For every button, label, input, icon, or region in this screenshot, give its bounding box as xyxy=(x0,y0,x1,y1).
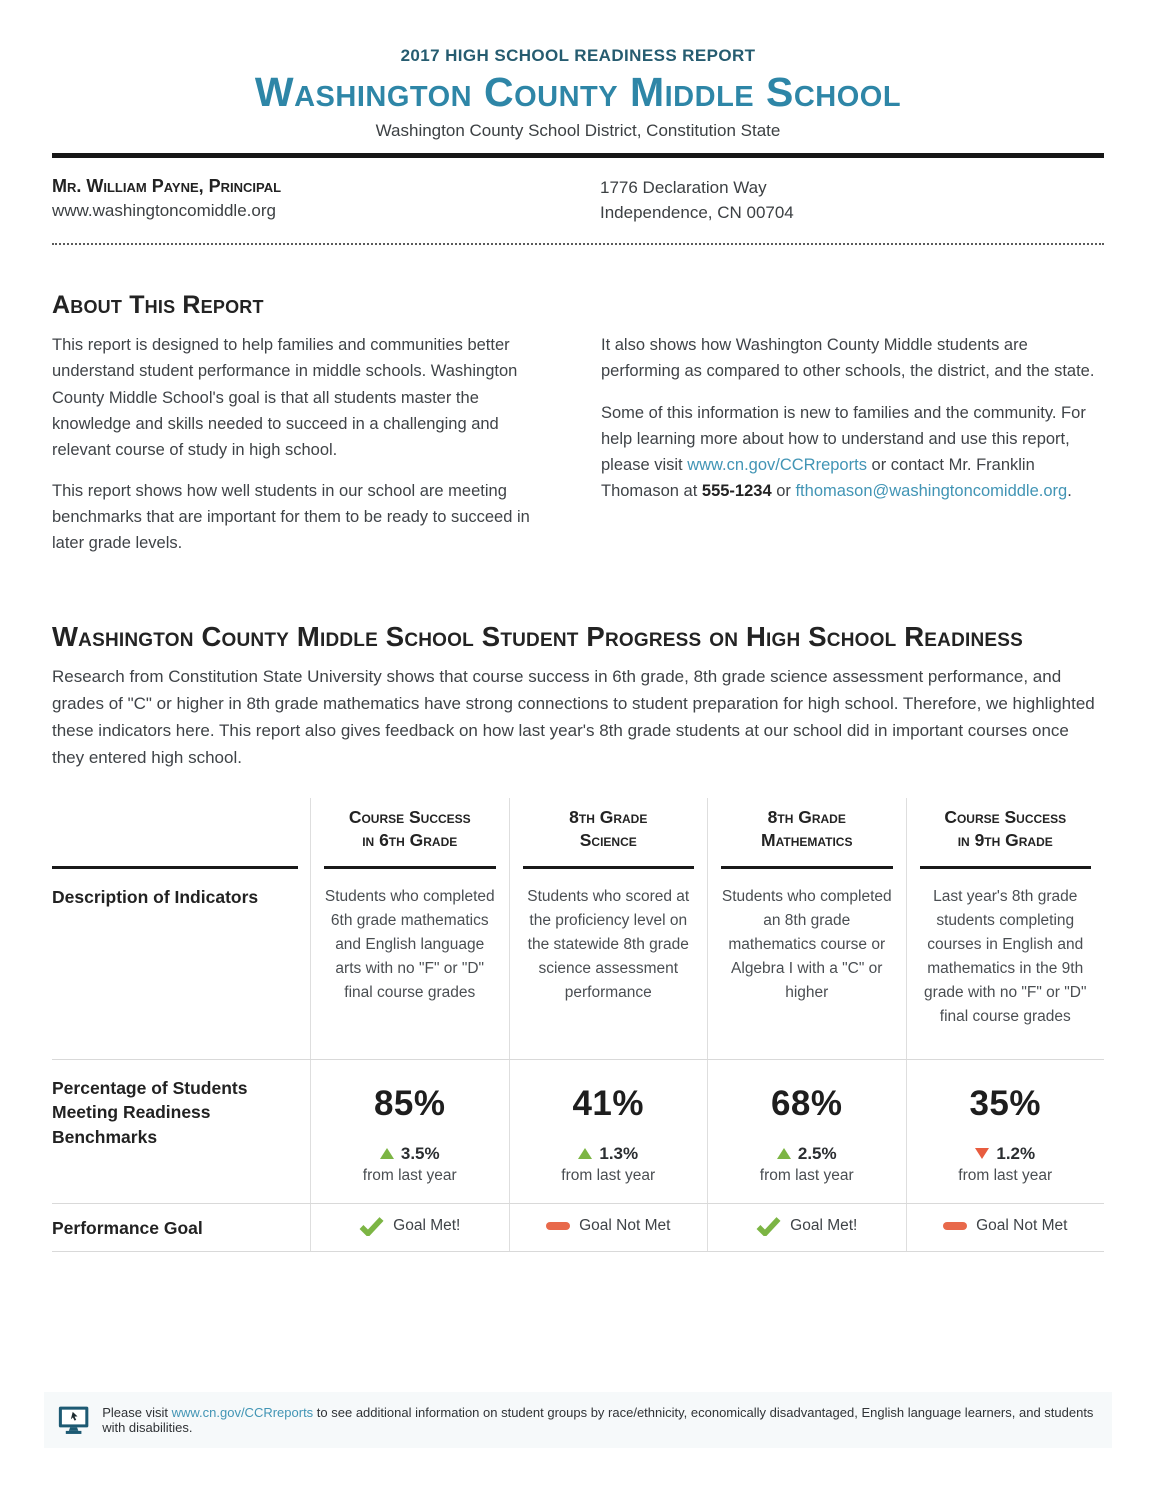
goal-not-met-dash-icon xyxy=(546,1222,571,1231)
benchmark-percentage-cell: 41% 1.3% from last year xyxy=(508,1059,708,1203)
about-text: or contact Mr. Franklin Thomason at xyxy=(601,455,1035,500)
about-paragraph: It also shows how Washington County Midd… xyxy=(601,336,1095,381)
change-note: from last year xyxy=(759,1166,854,1184)
progress-title: Washington County Middle School Student … xyxy=(52,620,1024,652)
benchmark-percentage-cell: 85% 3.5% from last year xyxy=(310,1059,509,1203)
header-spacer xyxy=(52,798,310,870)
about-section: About This Report This report is designe… xyxy=(52,291,1104,571)
column-header-8th-science: 8th Grade Science xyxy=(508,797,708,870)
trend-down-icon xyxy=(975,1147,990,1159)
progress-intro: Research from Constitution State Univers… xyxy=(52,666,1095,768)
benchmark-percentage: 41% xyxy=(572,1083,645,1123)
change-note: from last year xyxy=(362,1166,457,1184)
ccr-reports-link[interactable]: www.cn.gov/CCRreports xyxy=(687,455,867,474)
goal-status-cell: Goal Not Met xyxy=(508,1203,708,1251)
dotted-divider xyxy=(52,243,1104,246)
indicator-description: Students who completed 6th grade mathema… xyxy=(310,868,509,1059)
change-value: 1.3% xyxy=(599,1143,639,1163)
principal-name: Mr. William Payne, Principal xyxy=(52,176,282,197)
indicator-description: Students who completed an 8th grade math… xyxy=(707,868,906,1059)
trend-up-icon xyxy=(578,1147,593,1159)
trend-up-icon xyxy=(776,1147,791,1159)
change-value: 3.5% xyxy=(400,1143,440,1163)
change-note: from last year xyxy=(958,1166,1053,1184)
benchmark-percentage-cell: 35% 1.2% from last year xyxy=(905,1059,1105,1203)
change-note: from last year xyxy=(561,1166,656,1184)
table-header-row: Course Success in 6th Grade 8th Grade Sc… xyxy=(52,797,1105,870)
about-paragraph: Some of this information is new to famil… xyxy=(601,400,1104,504)
monitor-icon xyxy=(58,1406,89,1434)
footer-ccr-reports-link[interactable]: www.cn.gov/CCRreports xyxy=(171,1405,314,1420)
footer-text: Please visit xyxy=(102,1405,172,1420)
about-text: or xyxy=(771,481,796,500)
footer-note: Please visit www.cn.gov/CCRreports to se… xyxy=(44,1392,1112,1448)
trend-up-icon xyxy=(379,1147,394,1159)
goal-status-cell: Goal Met! xyxy=(707,1203,906,1251)
contact-phone: 555-1234 xyxy=(701,481,772,500)
about-paragraph: This report is designed to help families… xyxy=(52,336,518,459)
change-value: 1.2% xyxy=(996,1143,1036,1163)
goal-not-met-dash-icon xyxy=(943,1222,968,1231)
readiness-table: Course Success in 6th Grade 8th Grade Sc… xyxy=(52,797,1105,1252)
column-header-6th-grade: Course Success in 6th Grade xyxy=(310,797,509,870)
about-column-right: It also shows how Washington County Midd… xyxy=(601,332,1104,571)
about-text: . xyxy=(1067,481,1072,500)
about-column-left: This report is designed to help families… xyxy=(52,332,555,571)
footer-text: to see additional information on student… xyxy=(102,1405,1094,1435)
about-paragraph: This report shows how well students in o… xyxy=(52,481,530,552)
percentage-row-label: Percentage of Students Meeting Readiness… xyxy=(52,1077,248,1147)
performance-goal-row: Performance Goal Goal Met! Goal Not Met … xyxy=(52,1203,1105,1252)
goal-status-text: Goal Met! xyxy=(790,1217,858,1235)
goal-status-text: Goal Met! xyxy=(393,1217,461,1235)
about-text: Some of this information is new to famil… xyxy=(601,403,1086,474)
description-row-label: Description of Indicators xyxy=(52,886,259,907)
benchmark-percentage: 35% xyxy=(969,1083,1042,1123)
goal-status-cell: Goal Not Met xyxy=(905,1203,1105,1251)
contact-section: Mr. William Payne, Principal www.washing… xyxy=(52,158,1104,225)
column-header-8th-math: 8th Grade Mathematics xyxy=(707,797,906,870)
column-header-9th-grade: Course Success in 9th Grade xyxy=(905,797,1105,870)
school-name-title: Washington County Middle School xyxy=(254,69,902,115)
benchmark-percentage-cell: 68% 2.5% from last year xyxy=(707,1059,906,1203)
masthead: 2017 HIGH SCHOOL READINESS REPORT Washin… xyxy=(52,0,1104,159)
report-type-label: 2017 HIGH SCHOOL READINESS REPORT xyxy=(400,46,756,65)
benchmark-percentage: 68% xyxy=(770,1083,843,1123)
indicator-description: Last year's 8th grade students completin… xyxy=(905,868,1105,1059)
address-line-2: Independence, CN 00704 xyxy=(600,202,794,222)
about-title: About This Report xyxy=(52,291,264,320)
change-value: 2.5% xyxy=(797,1143,837,1163)
indicator-description: Students who scored at the proficiency l… xyxy=(508,868,708,1059)
percentage-row: Percentage of Students Meeting Readiness… xyxy=(52,1059,1105,1204)
progress-section: Washington County Middle School Student … xyxy=(52,621,1104,772)
goal-met-check-icon xyxy=(756,1217,781,1236)
goal-status-text: Goal Not Met xyxy=(579,1217,671,1235)
address-block: 1776 Declaration Way Independence, CN 00… xyxy=(578,176,1104,225)
district-line: Washington County School District, Const… xyxy=(375,121,781,141)
email-link[interactable]: fthomason@washingtoncomiddle.org xyxy=(795,481,1068,500)
school-website-link[interactable]: www.washingtoncomiddle.org xyxy=(52,201,276,221)
goal-met-check-icon xyxy=(359,1217,384,1236)
goal-status-cell: Goal Met! xyxy=(310,1203,509,1251)
header-divider-bar xyxy=(52,153,1104,159)
goal-status-text: Goal Not Met xyxy=(976,1217,1068,1235)
principal-block: Mr. William Payne, Principal www.washing… xyxy=(52,176,578,225)
description-row: Description of Indicators Students who c… xyxy=(52,868,1105,1060)
benchmark-percentage: 85% xyxy=(373,1083,446,1123)
goal-row-label: Performance Goal xyxy=(52,1217,203,1238)
address-line-1: 1776 Declaration Way xyxy=(600,178,767,198)
